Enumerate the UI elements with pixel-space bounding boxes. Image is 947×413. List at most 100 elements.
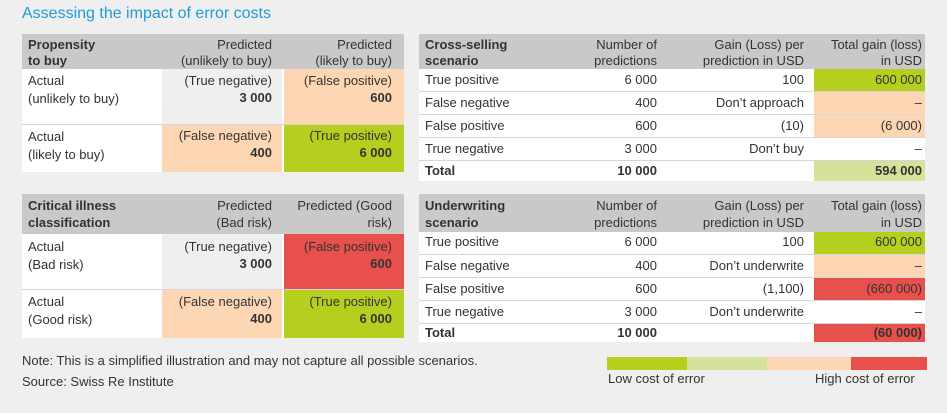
- divider: [419, 91, 925, 92]
- row-label: False positive: [425, 281, 505, 296]
- cell-false-positive: (False positive) 600: [284, 234, 404, 289]
- header-label: Cross-selling scenario: [425, 37, 508, 68]
- row-label: Actual (Bad risk): [28, 239, 84, 272]
- row-gain: (1,100): [762, 281, 804, 296]
- row-total: –: [914, 141, 922, 156]
- row-count: 600: [635, 281, 657, 296]
- header-predicted-unlikely: Predicted (unlikely to buy): [180, 37, 272, 68]
- cell-value: 400: [250, 145, 272, 160]
- cell-true-negative: (True negative) 3 000: [162, 69, 282, 124]
- row-label: True positive: [425, 72, 499, 87]
- divider: [419, 323, 925, 324]
- divider: [419, 160, 925, 161]
- cell-label: (True negative): [184, 239, 272, 254]
- row-total: (660 000): [814, 278, 925, 300]
- cross-selling-table: Cross-selling scenario Number of predict…: [419, 34, 925, 181]
- cell-label: (False negative): [178, 294, 272, 309]
- header-predicted-good: Predicted (Good risk): [297, 198, 392, 230]
- cell-value: 6 000: [359, 311, 392, 326]
- cell-label: (False positive): [303, 239, 392, 254]
- total-count: 10 000: [617, 163, 657, 178]
- row-count: 600: [635, 118, 657, 133]
- legend-swatch-lightgreen: [687, 357, 767, 370]
- header-label: Propensity to buy: [28, 37, 96, 68]
- header-predicted-likely: Predicted (likely to buy): [315, 37, 392, 68]
- table-row: False positive 600 (10) (6 000): [419, 115, 925, 137]
- divider: [22, 289, 404, 290]
- row-label: False positive: [425, 118, 505, 133]
- cell-value: 3 000: [239, 90, 272, 105]
- cell-false-negative: (False negative) 400: [162, 125, 282, 172]
- cell-label: (True positive): [309, 128, 392, 143]
- divider: [419, 300, 925, 301]
- row-total: –: [814, 92, 925, 114]
- row-label: False negative: [425, 258, 510, 273]
- row-label: Actual (likely to buy): [28, 129, 105, 162]
- divider: [22, 124, 404, 125]
- total-value: 594 000: [814, 161, 925, 181]
- header-number: Number of predictions: [594, 198, 657, 230]
- row-label: Actual (Good risk): [28, 294, 93, 327]
- row-label: True positive: [425, 234, 499, 249]
- legend-low-label: Low cost of error: [608, 371, 705, 386]
- table-header: [419, 34, 925, 69]
- legend-high-label: High cost of error: [815, 371, 915, 386]
- source-text: Source: Swiss Re Institute: [22, 374, 174, 389]
- row-gain: 100: [782, 72, 804, 87]
- cell-value: 6 000: [359, 145, 392, 160]
- cell-label: (False negative): [178, 128, 272, 143]
- cell-false-negative: (False negative) 400: [162, 290, 282, 338]
- header-number: Number of predictions: [594, 37, 657, 68]
- divider: [419, 254, 925, 255]
- row-gain: (10): [780, 118, 804, 133]
- row-total: (6 000): [814, 115, 925, 137]
- row-gain: Don’t underwrite: [709, 304, 804, 319]
- row-gain: Don’t approach: [715, 95, 804, 110]
- header-predicted-bad: Predicted (Bad risk): [216, 198, 272, 230]
- row-total: –: [814, 255, 925, 277]
- row-count: 6 000: [624, 234, 657, 249]
- table-row: True negative 3 000 Don’t underwrite –: [419, 301, 925, 323]
- cell-true-positive: (True positive) 6 000: [284, 290, 404, 338]
- row-total: 600 000: [814, 232, 925, 254]
- note-text: Note: This is a simplified illustration …: [22, 353, 478, 368]
- row-label: True negative: [425, 304, 505, 319]
- cell-true-negative: (True negative) 3 000: [162, 234, 282, 289]
- page-title: Assessing the impact of error costs: [22, 5, 271, 22]
- total-label: Total: [425, 325, 456, 340]
- row-total: 600 000: [814, 69, 925, 91]
- cell-label: (True negative): [184, 73, 272, 88]
- row-gain: 100: [782, 234, 804, 249]
- cell-value: 3 000: [239, 256, 272, 271]
- header-label: Underwriting scenario: [425, 198, 506, 230]
- row-total: –: [914, 304, 922, 319]
- cell-true-positive: (True positive) 6 000: [284, 125, 404, 172]
- divider: [419, 137, 925, 138]
- row-count: 3 000: [624, 141, 657, 156]
- total-row: Total 10 000 594 000: [419, 161, 925, 181]
- table-row: False positive 600 (1,100) (660 000): [419, 278, 925, 300]
- matrix-header: [22, 34, 404, 69]
- underwriting-table: Underwriting scenario Number of predicti…: [419, 194, 925, 342]
- row-count: 400: [635, 258, 657, 273]
- cell-value: 600: [370, 256, 392, 271]
- row-label: False negative: [425, 95, 510, 110]
- row-count: 400: [635, 95, 657, 110]
- propensity-matrix: Propensity to buy Predicted (unlikely to…: [22, 34, 404, 172]
- table-row: False negative 400 Don’t underwrite –: [419, 255, 925, 277]
- legend-swatch-peach: [767, 357, 851, 370]
- total-value: (60 000): [814, 324, 925, 342]
- legend-swatch-red: [851, 357, 927, 370]
- row-label: True negative: [425, 141, 505, 156]
- row-count: 6 000: [624, 72, 657, 87]
- cell-label: (True positive): [309, 294, 392, 309]
- table-header: [419, 194, 925, 232]
- header-total: Total gain (loss) in USD: [830, 198, 922, 230]
- row-gain: Don’t underwrite: [709, 258, 804, 273]
- cell-value: 400: [250, 311, 272, 326]
- divider: [419, 277, 925, 278]
- header-gain: Gain (Loss) per prediction in USD: [702, 198, 804, 230]
- header-total: Total gain (loss) in USD: [830, 37, 922, 68]
- total-label: Total: [425, 163, 456, 178]
- table-row: True positive 6 000 100 600 000: [419, 232, 925, 254]
